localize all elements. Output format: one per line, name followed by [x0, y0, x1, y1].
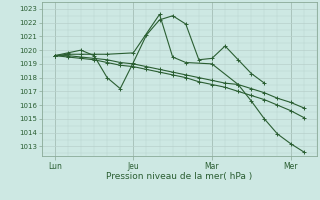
- X-axis label: Pression niveau de la mer( hPa ): Pression niveau de la mer( hPa ): [106, 172, 252, 181]
